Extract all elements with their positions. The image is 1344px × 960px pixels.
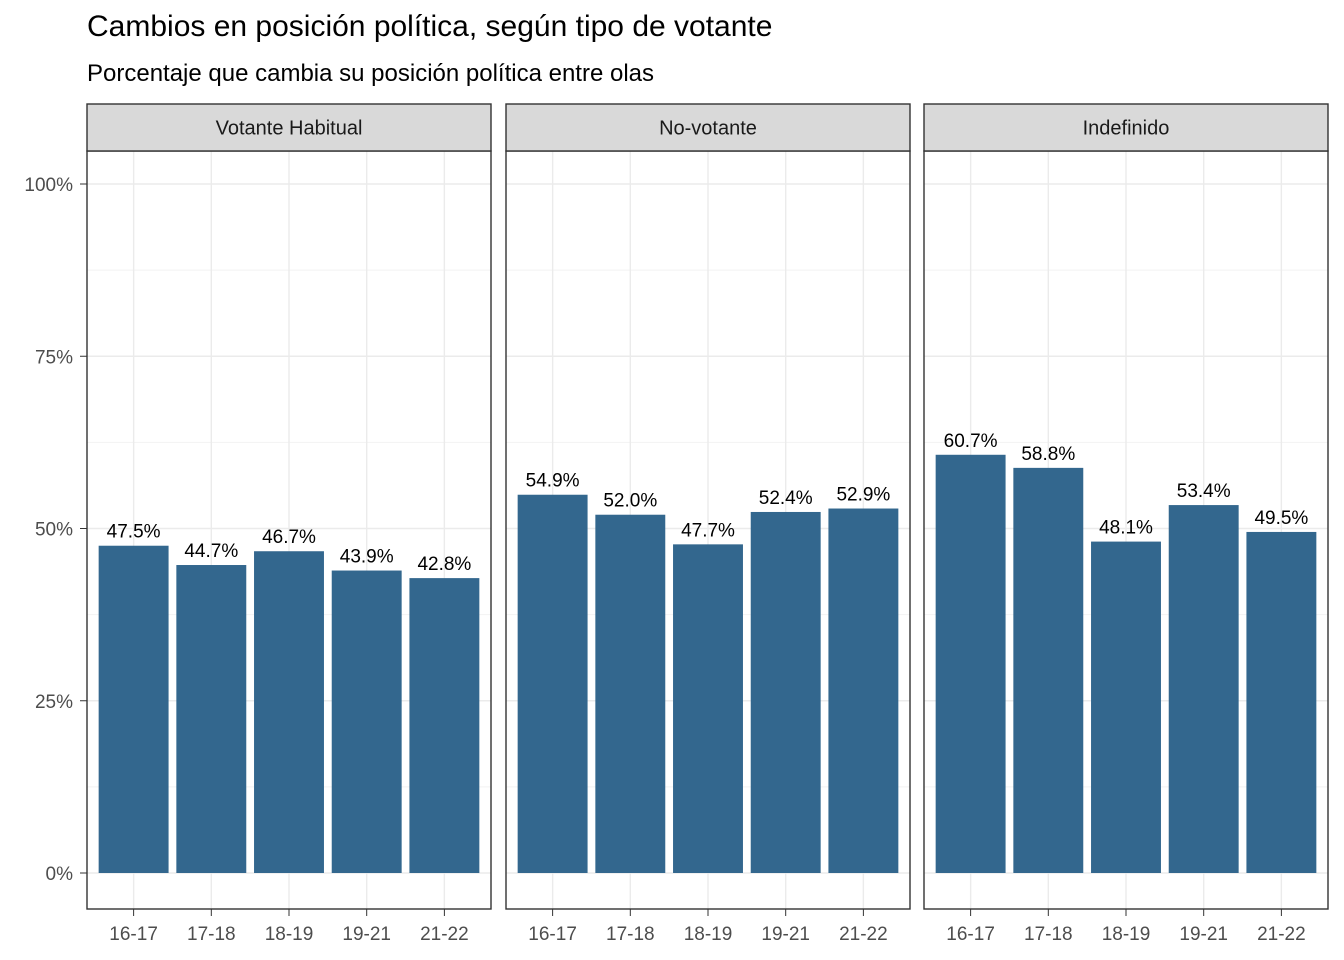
bar	[750, 511, 821, 873]
data-label: 52.4%	[759, 488, 813, 509]
facet-strip-label: Indefinido	[1083, 118, 1170, 140]
data-label: 48.1%	[1099, 518, 1153, 539]
data-label: 47.7%	[681, 520, 735, 541]
facet-strip	[505, 103, 911, 152]
bar	[1246, 531, 1317, 873]
data-label: 53.4%	[1177, 481, 1231, 502]
data-label: 60.7%	[944, 431, 998, 452]
bar	[98, 545, 169, 873]
bar	[935, 454, 1006, 873]
x-tick-label: 17-18	[1024, 924, 1073, 945]
chart-subtitle: Porcentaje que cambia su posición políti…	[87, 60, 654, 87]
facet-strip	[923, 103, 1329, 152]
data-label: 43.9%	[340, 547, 394, 568]
facet-strip-label: No-votante	[659, 118, 757, 140]
x-tick-label: 21-22	[839, 924, 888, 945]
x-tick-label: 16-17	[109, 924, 158, 945]
x-tick-label: 19-21	[1179, 924, 1228, 945]
data-label: 44.7%	[184, 541, 238, 562]
data-label: 47.5%	[107, 522, 161, 543]
x-tick-label: 18-19	[1102, 924, 1151, 945]
facet-strip-label: Votante Habitual	[216, 118, 363, 140]
data-label: 52.0%	[603, 491, 657, 512]
x-tick-label: 21-22	[1257, 924, 1306, 945]
chart-title: Cambios en posición política, según tipo…	[87, 10, 773, 43]
data-label: 54.9%	[526, 471, 580, 492]
bar	[673, 544, 743, 873]
x-tick-label: 17-18	[606, 924, 655, 945]
x-tick-label: 21-22	[420, 924, 469, 945]
x-tick-label: 16-17	[946, 924, 995, 945]
bar	[1091, 541, 1161, 873]
y-tick-label: 50%	[35, 520, 73, 541]
bar	[1013, 467, 1084, 873]
x-tick-label: 18-19	[265, 924, 314, 945]
bar	[331, 570, 402, 873]
bar	[595, 514, 666, 873]
x-tick-label: 17-18	[187, 924, 236, 945]
x-tick-label: 19-21	[342, 924, 391, 945]
bar	[828, 508, 899, 873]
y-tick-label: 100%	[24, 175, 73, 196]
bar	[409, 578, 480, 873]
bar	[517, 494, 588, 873]
x-tick-label: 16-17	[528, 924, 577, 945]
data-label: 42.8%	[417, 554, 471, 575]
bar	[1168, 505, 1239, 873]
data-label: 49.5%	[1254, 508, 1308, 529]
x-tick-label: 19-21	[761, 924, 810, 945]
bar	[176, 565, 247, 873]
x-tick-label: 18-19	[684, 924, 733, 945]
data-label: 46.7%	[262, 527, 316, 548]
bar	[254, 551, 324, 873]
data-label: 58.8%	[1021, 444, 1075, 465]
y-tick-label: 25%	[35, 692, 73, 713]
data-label: 52.9%	[836, 485, 890, 506]
y-tick-label: 75%	[35, 347, 73, 368]
y-tick-label: 0%	[46, 864, 74, 885]
facet-strip	[86, 103, 492, 152]
